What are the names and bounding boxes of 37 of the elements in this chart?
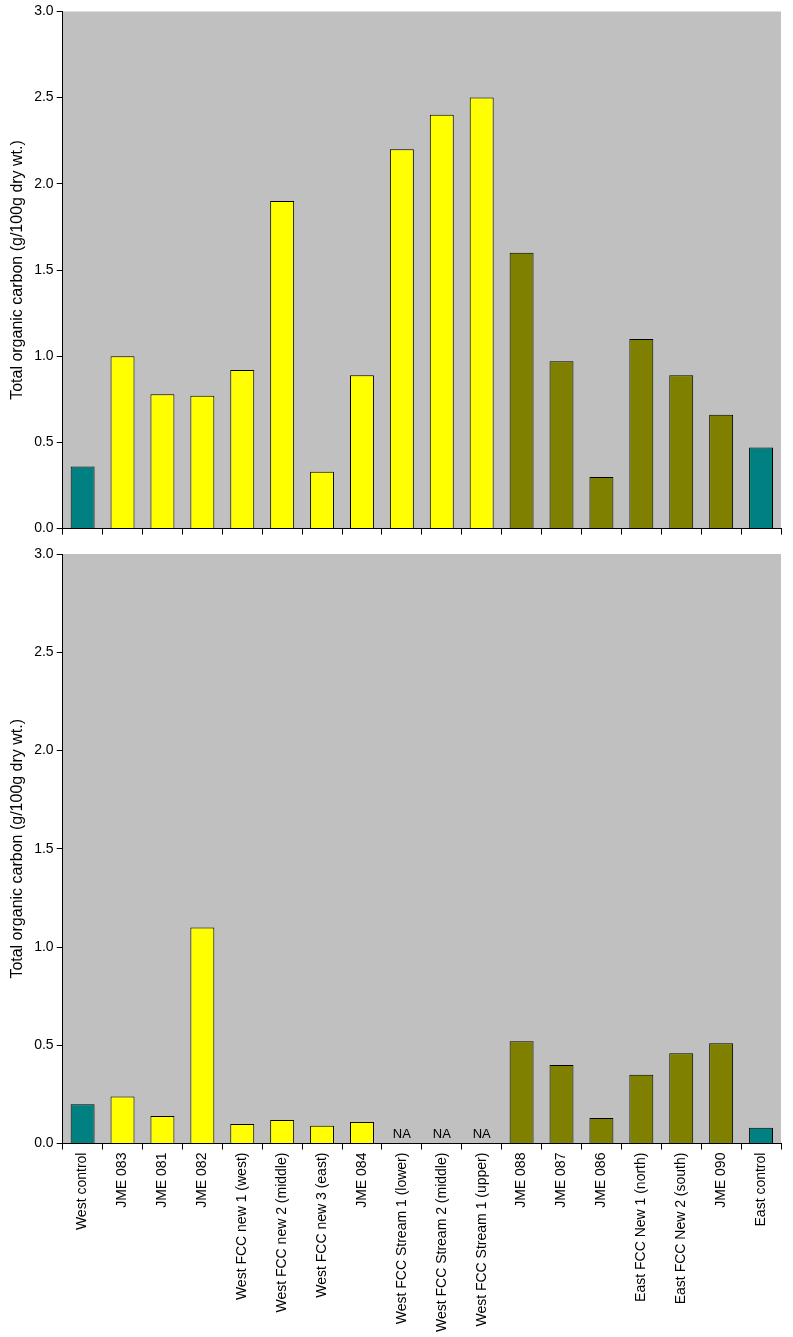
x-tick-label: East FCC New 1 (north) <box>632 1152 649 1302</box>
y-tick-label: 2.0 <box>34 174 54 191</box>
x-tick-label: JME 090 <box>712 1152 728 1208</box>
y-axis-title: Total organic carbon (g/100g dry wt.) <box>8 140 26 400</box>
x-tick-label: West FCC Stream 1 (lower) <box>392 1152 409 1325</box>
y-tick-label: 0.0 <box>34 1134 54 1151</box>
text: NA <box>392 1125 411 1141</box>
x-tick-label: West FCC Stream 2 (middle) <box>432 1152 449 1333</box>
text: NA <box>472 1125 491 1141</box>
y-tick-label: 2.5 <box>34 88 54 105</box>
y-tick-label: 0.5 <box>34 433 54 450</box>
y-tick-label: 2.5 <box>34 643 54 660</box>
text: NA <box>432 1125 451 1141</box>
y-tick-label: 3.0 <box>34 2 54 19</box>
y-tick-label: 3.0 <box>34 544 54 561</box>
y-tick-label: 1.5 <box>34 260 54 277</box>
x-tick-label: JME 086 <box>592 1152 609 1208</box>
x-tick-label: West FCC new 1 (west) <box>233 1152 250 1301</box>
x-tick-label: JME 087 <box>552 1152 569 1208</box>
x-tick-label: JME 084 <box>352 1152 369 1208</box>
x-tick-label: East FCC New 2 (south) <box>672 1152 689 1305</box>
y-tick-label: 0.0 <box>34 519 54 536</box>
x-tick-label: JME 088 <box>512 1152 529 1208</box>
y-tick-label: 2.0 <box>34 741 54 758</box>
x-tick-label: West FCC new 3 (east) <box>312 1152 329 1298</box>
y-tick-label: 1.0 <box>34 937 54 954</box>
x-tick-label: East control <box>751 1152 768 1227</box>
x-tick-label: West control <box>73 1152 90 1231</box>
y-tick-label: 1.5 <box>34 839 54 856</box>
x-tick-label: JME 083 <box>113 1152 130 1208</box>
y-tick-label: 1.0 <box>34 347 54 364</box>
x-tick-label: JME 081 <box>153 1152 170 1208</box>
x-tick-label: JME 082 <box>193 1152 210 1208</box>
x-tick-label: West FCC new 2 (middle) <box>273 1152 290 1313</box>
y-axis-title: Total organic carbon (g/100g dry wt.) <box>8 718 26 979</box>
y-tick-label: 0.5 <box>34 1036 54 1053</box>
x-tick-label: West FCC Stream 1 (upper) <box>472 1152 489 1327</box>
